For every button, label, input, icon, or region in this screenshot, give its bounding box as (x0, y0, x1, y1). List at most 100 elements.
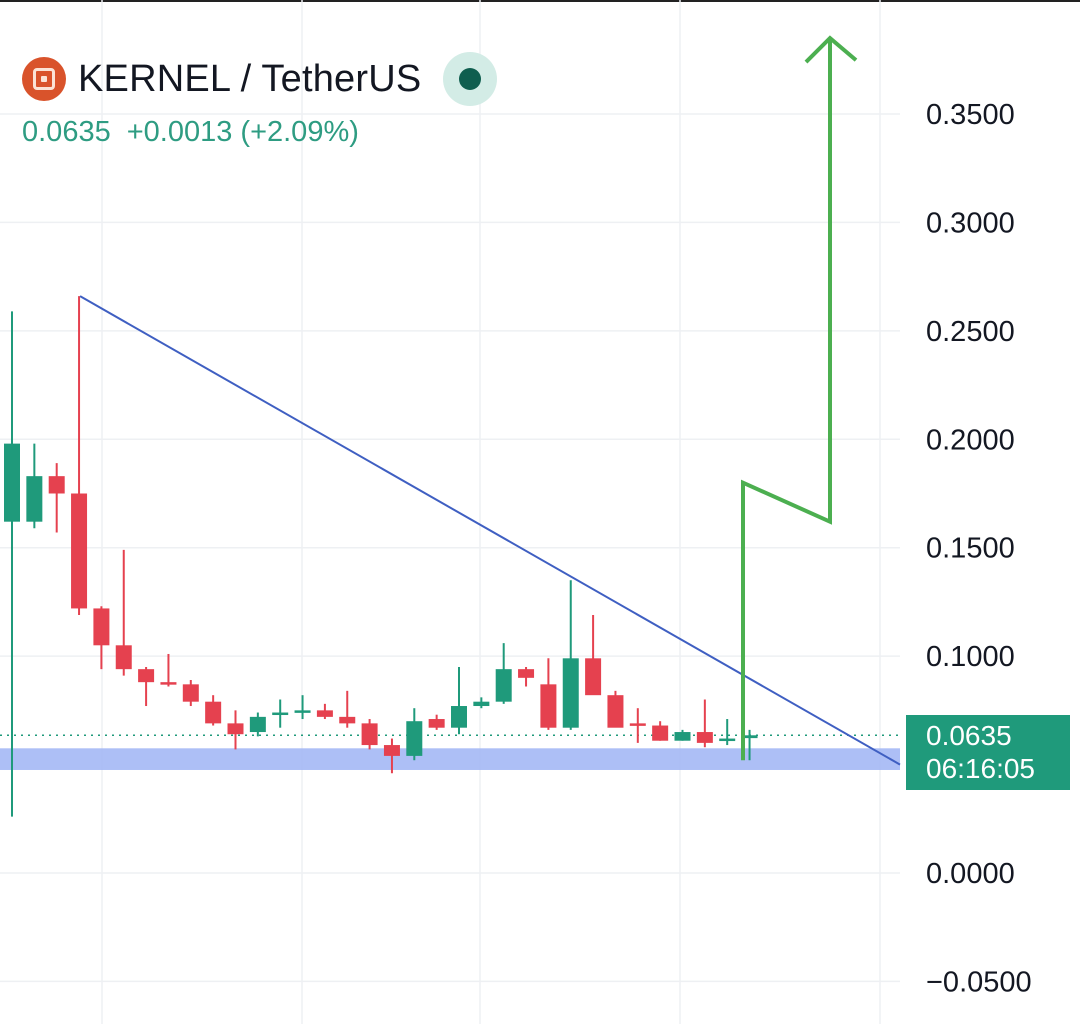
candle-body (115, 645, 132, 670)
current-price-label: 0.0635 (926, 720, 1012, 751)
candle (451, 666, 467, 735)
projection-arrow-head (804, 35, 858, 64)
candle-body (48, 476, 65, 494)
candle (48, 463, 65, 533)
price-change-pct: (+2.09%) (240, 116, 359, 148)
price-summary: 0.0635 +0.0013 (+2.09%) (22, 116, 359, 149)
candle-body (272, 712, 289, 716)
candle-body (361, 723, 378, 746)
candle (518, 666, 535, 687)
y-tick-label: 0.2000 (926, 424, 1015, 456)
price-axis: 0.3500 0.3000 0.2500 0.2000 0.1500 0.1000 0.00… (926, 99, 1032, 998)
price-change-abs: +0.0013 (126, 116, 233, 148)
candle-body (71, 493, 88, 609)
candle-body (160, 682, 177, 685)
candle (93, 606, 110, 670)
candle (741, 729, 758, 761)
candle (428, 714, 445, 730)
candle (585, 614, 602, 696)
candle-body (383, 745, 400, 756)
projection-arrow-line (741, 38, 832, 761)
candle-body (294, 710, 311, 713)
candle (540, 658, 557, 730)
candle (26, 443, 43, 529)
candle-body (719, 738, 736, 742)
candle (339, 690, 356, 728)
candle (249, 712, 266, 737)
y-tick-label: −0.0500 (926, 966, 1032, 998)
candle (473, 697, 490, 709)
candle (71, 296, 88, 615)
candle (205, 695, 222, 726)
candle-body (138, 669, 155, 683)
candle-body (428, 719, 445, 728)
grid-lines (0, 0, 900, 1024)
candle (115, 549, 132, 676)
descending-trendline (79, 295, 901, 766)
candle-body (26, 476, 43, 522)
top-border (0, 0, 1080, 2)
candle (562, 580, 579, 730)
kernel-coin-icon (22, 57, 66, 101)
candle (674, 729, 691, 741)
pair-title[interactable]: KERNEL / TetherUS (78, 57, 422, 100)
candle (272, 699, 289, 728)
candle-body (227, 723, 244, 735)
candle-body (585, 658, 602, 696)
candle-body (451, 706, 467, 728)
support-zone (0, 734, 900, 770)
candle-body (406, 721, 423, 756)
candle-body (629, 723, 646, 726)
price-change: +0.0013 (+2.09%) (127, 116, 359, 149)
candle (4, 311, 20, 817)
candle (160, 653, 177, 687)
candle-body (316, 710, 333, 717)
candle-body (674, 732, 691, 741)
candle-body (205, 701, 222, 724)
candle (495, 643, 512, 704)
candle-body (473, 701, 490, 707)
candles (4, 296, 758, 817)
candle-body (518, 669, 535, 678)
candle (182, 679, 199, 707)
projection-arrow (741, 35, 858, 761)
candle (607, 690, 624, 728)
candle (629, 708, 646, 743)
candle (406, 708, 423, 761)
support-zone-band (0, 748, 900, 770)
live-status-dot-icon (443, 52, 498, 106)
y-tick-label: 0.3500 (926, 99, 1015, 131)
candle-body (4, 443, 20, 522)
candle (696, 699, 713, 748)
y-tick-label: 0.0000 (926, 858, 1015, 890)
candle-body (696, 732, 713, 743)
candle (138, 666, 155, 707)
candle-countdown: 06:16:05 (926, 753, 1035, 784)
candle (316, 703, 333, 720)
candle-body (495, 669, 512, 702)
current-price-tag: 0.0635 06:16:05 (906, 715, 1070, 790)
candle-body (249, 716, 266, 733)
candle (227, 710, 244, 750)
trendline (79, 295, 901, 766)
last-price: 0.0635 (22, 116, 111, 148)
candle-body (652, 725, 669, 741)
y-tick-label: 0.3000 (926, 207, 1015, 239)
candle (294, 695, 311, 720)
candle (719, 719, 736, 746)
y-tick-label: 0.1500 (926, 533, 1015, 565)
candle (383, 738, 400, 774)
candle-body (607, 695, 624, 728)
candle-body (540, 684, 557, 728)
y-tick-label: 0.1000 (926, 641, 1015, 673)
candle-body (562, 658, 579, 728)
candle-body (93, 608, 110, 646)
candle (361, 719, 378, 750)
candle-body (182, 684, 199, 702)
y-tick-label: 0.2500 (926, 316, 1015, 348)
candle (652, 721, 669, 741)
candle-body (741, 735, 758, 739)
chart-header: KERNEL / TetherUS (22, 52, 498, 106)
candle-body (339, 716, 356, 724)
